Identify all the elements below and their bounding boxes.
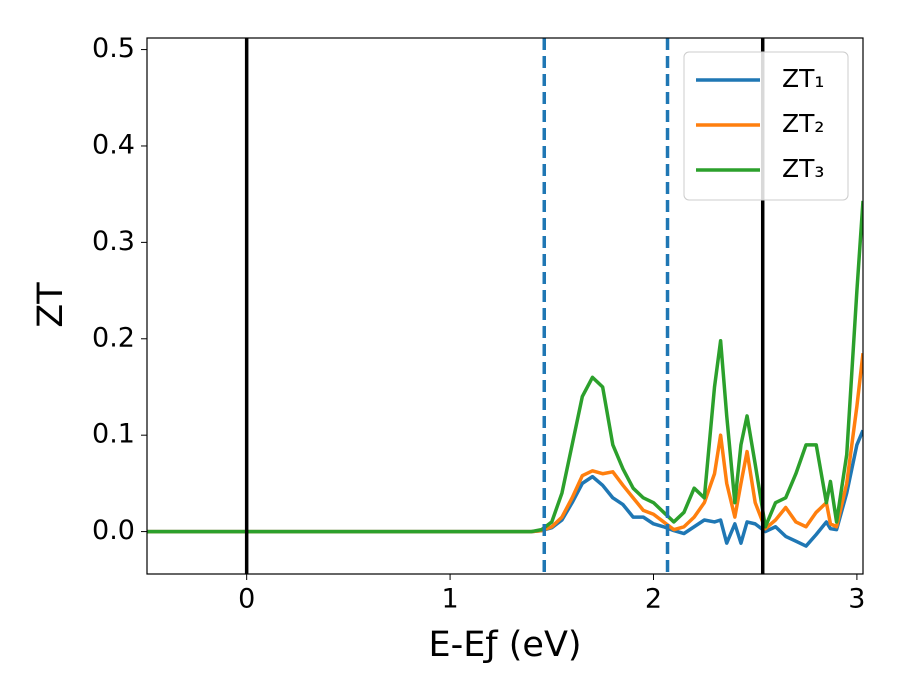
- y-tick-label: 0.5: [92, 33, 135, 64]
- y-tick-label: 0.4: [92, 129, 135, 160]
- y-tick-label: 0.3: [92, 226, 135, 257]
- x-tick-label: 2: [645, 584, 662, 615]
- y-tick-label: 0.0: [92, 515, 135, 546]
- series-line: [147, 200, 863, 534]
- x-tick-label: 3: [848, 584, 865, 615]
- legend-label: ZT₃: [782, 154, 824, 183]
- legend-label: ZT₂: [782, 109, 824, 138]
- legend: ZT₁ ZT₂ ZT₃: [683, 51, 849, 201]
- plot-area: [147, 38, 863, 574]
- y-tick-label: 0.1: [92, 419, 135, 450]
- legend-box: [683, 51, 849, 201]
- y-axis-label: ZT: [31, 282, 71, 328]
- x-axis-label: E-Eƒ (eV): [428, 625, 581, 665]
- x-tick-label: 1: [441, 584, 458, 615]
- legend-label: ZT₁: [782, 64, 824, 93]
- y-tick-label: 0.2: [92, 322, 135, 353]
- x-tick-label: 0: [238, 584, 255, 615]
- series-line: [147, 353, 863, 534]
- axes-frame: [146, 37, 864, 575]
